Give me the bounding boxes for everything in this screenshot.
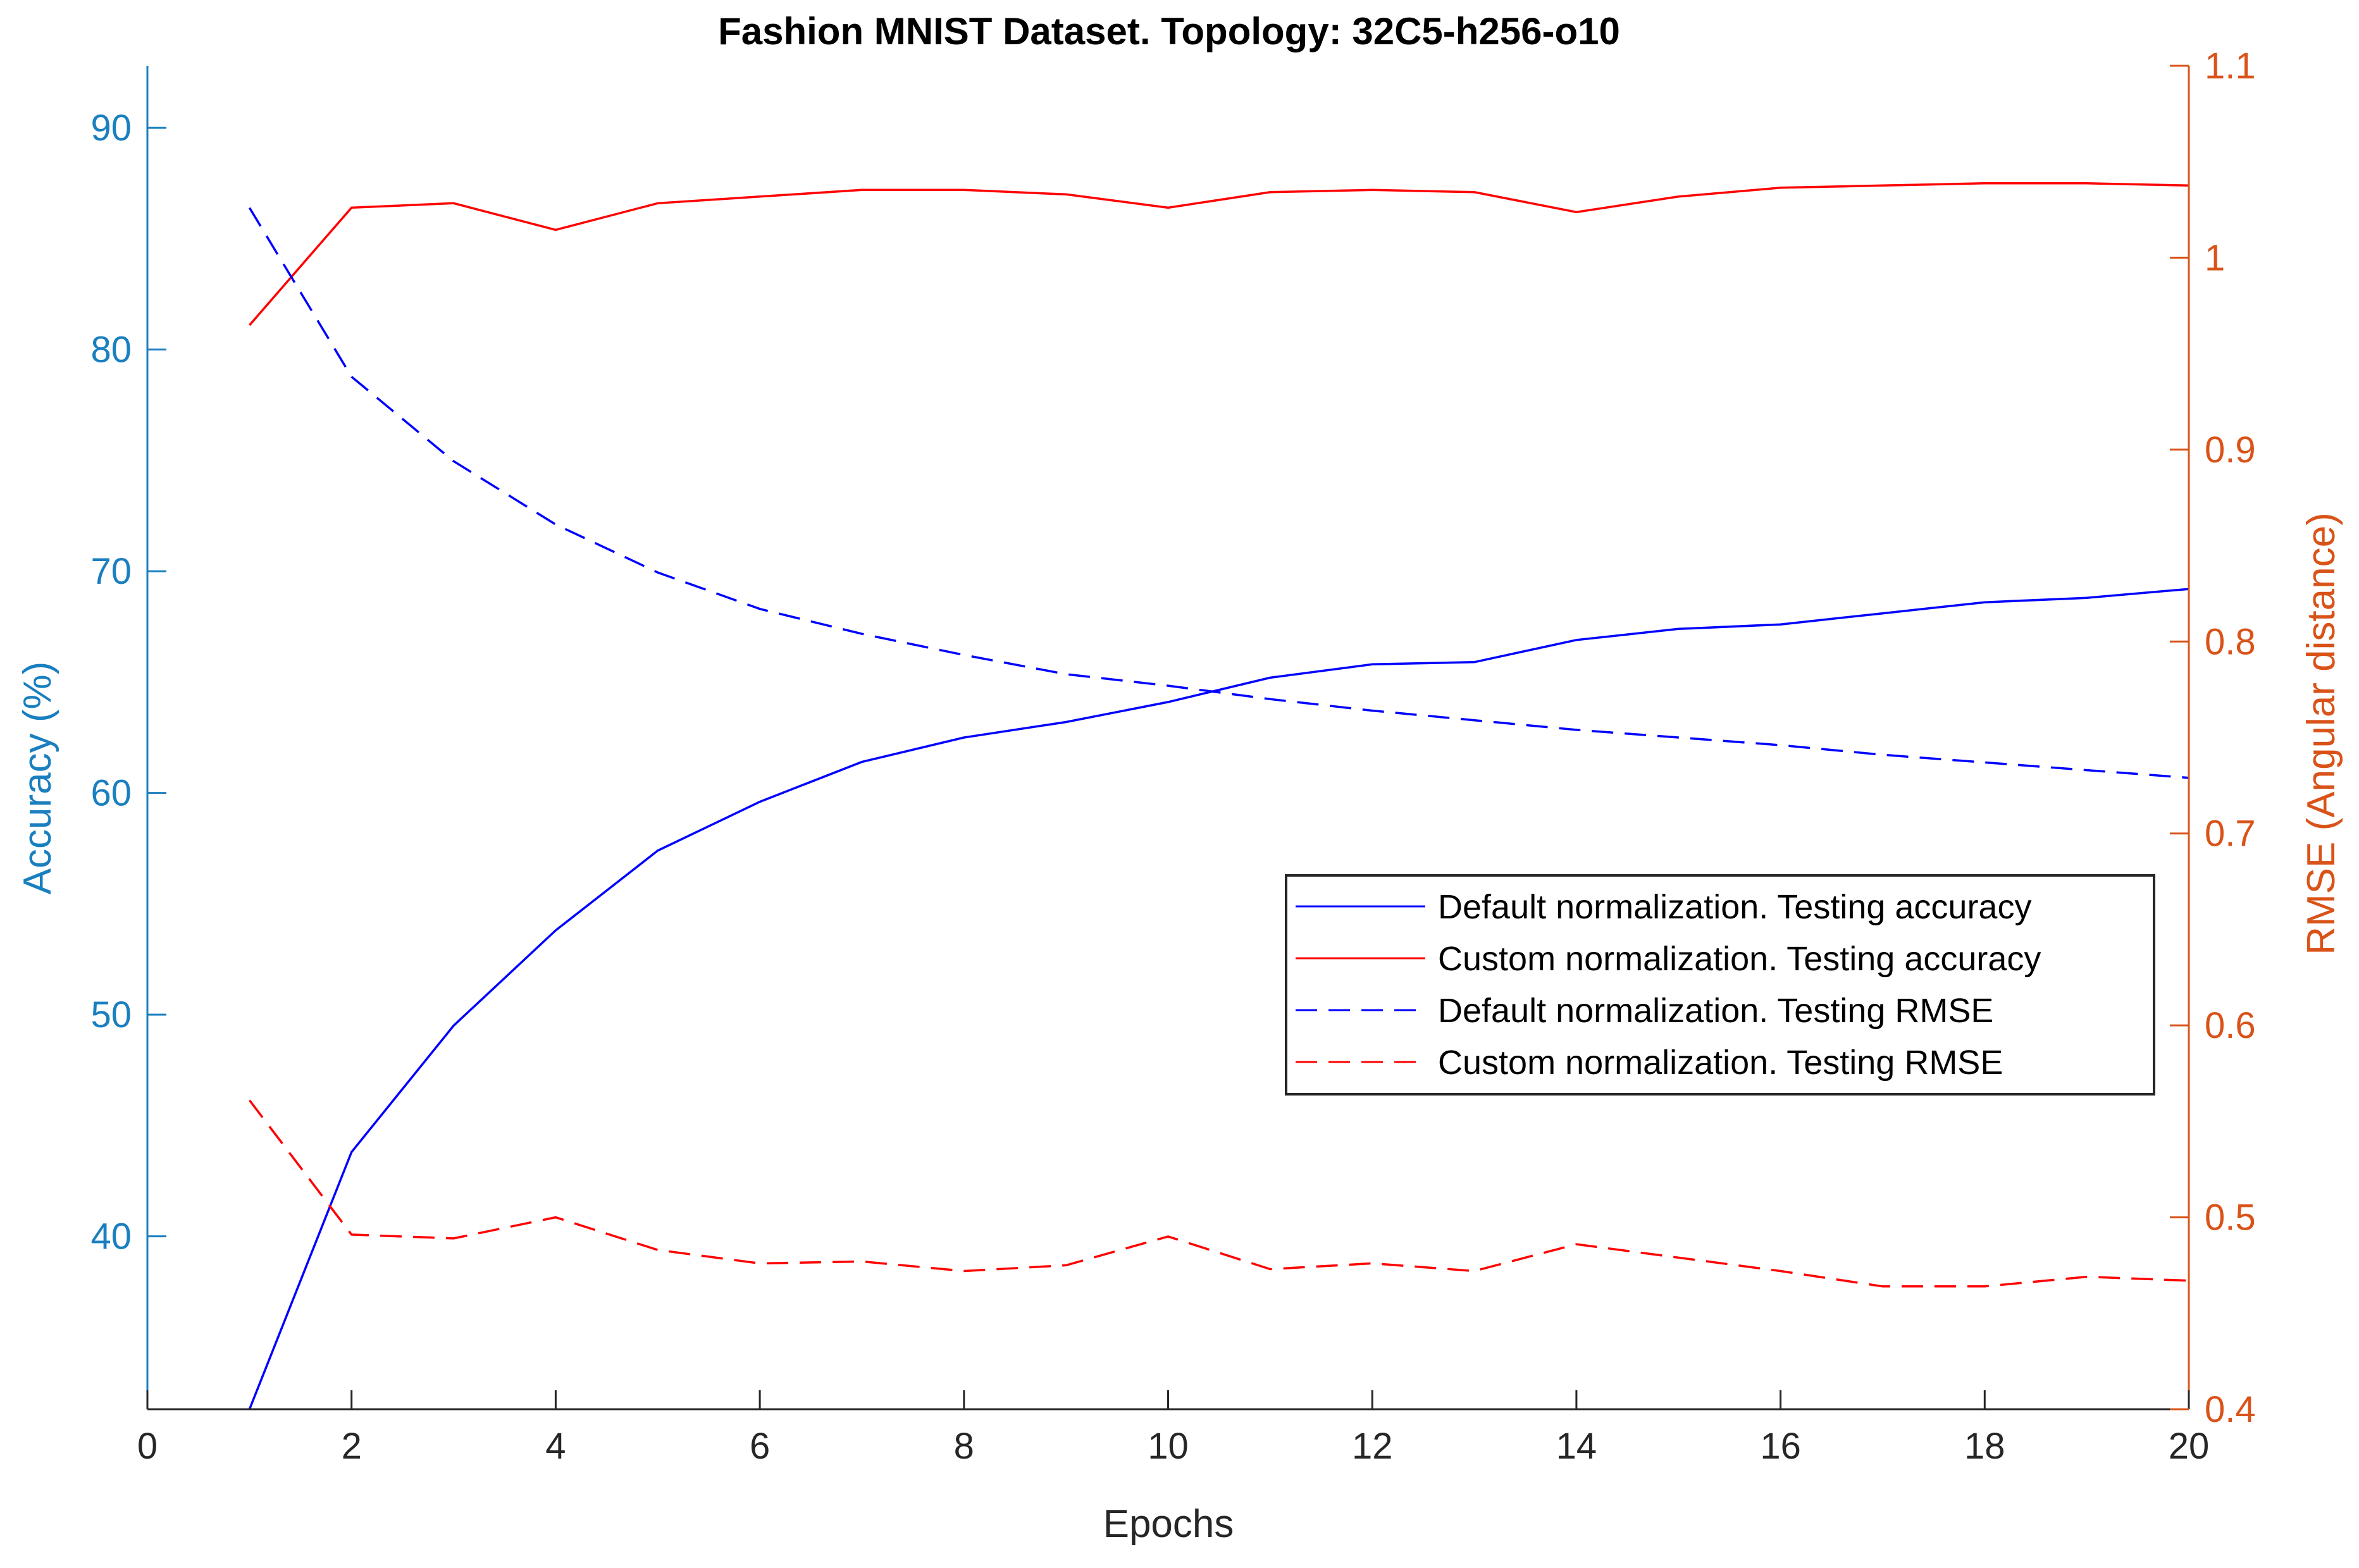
legend-box [1285, 874, 2155, 1096]
x-tick-label: 0 [137, 1426, 158, 1467]
legend: Default normalization. Testing accuracy … [1285, 874, 2155, 1096]
legend-label-default-accuracy: Default normalization. Testing accuracy [1438, 888, 2031, 926]
y-left-tick-label: 80 [90, 330, 132, 371]
legend-label-custom-accuracy: Custom normalization. Testing accuracy [1438, 940, 2041, 978]
y-left-tick-label: 60 [90, 773, 132, 814]
x-tick-label: 6 [750, 1426, 770, 1467]
x-tick-label: 4 [545, 1426, 566, 1467]
y-right-tick-label: 0.8 [2205, 621, 2256, 662]
x-axis-label: Epochs [1103, 1502, 1234, 1546]
x-tick-label: 16 [1760, 1426, 1801, 1467]
y-right-tick-label: 0.5 [2205, 1197, 2256, 1238]
x-tick-label: 12 [1352, 1426, 1393, 1467]
legend-label-custom-rmse: Custom normalization. Testing RMSE [1438, 1044, 2003, 1082]
y-right-tick-label: 1.1 [2205, 46, 2256, 87]
x-tick-label: 20 [2169, 1426, 2210, 1467]
y-left-tick-label: 90 [90, 108, 132, 149]
y-right-tick-label: 0.6 [2205, 1005, 2256, 1046]
y-left-tick-label: 40 [90, 1216, 132, 1257]
series-default-accuracy [248, 588, 2189, 1409]
legend-label-default-rmse: Default normalization. Testing RMSE [1438, 992, 1993, 1030]
x-tick-label: 14 [1556, 1426, 1597, 1467]
y-right-tick-label: 0.4 [2205, 1389, 2256, 1430]
y-right-tick-label: 1 [2205, 237, 2225, 278]
y-left-tick-label: 50 [90, 994, 132, 1035]
y-axis-left-label: Accuracy (%) [16, 662, 59, 895]
series-layer [248, 182, 2189, 1409]
x-tick-label: 2 [342, 1426, 362, 1467]
y-right-tick-label: 0.9 [2205, 429, 2256, 471]
axes-layer: 0 2 4 6 8 10 12 14 16 18 20 40 50 60 70 80 90 0.4 0.5 0.6 0.… [90, 46, 2255, 1467]
series-custom-accuracy [249, 182, 2189, 326]
chart-title: Fashion MNIST Dataset. Topology: 32C5-h2… [718, 10, 1620, 52]
y-axis-right-label: RMSE (Angular distance) [2300, 512, 2343, 955]
y-right-tick-label: 0.7 [2205, 813, 2256, 855]
series-default-rmse [248, 207, 2189, 779]
x-tick-label: 8 [954, 1426, 974, 1467]
x-tick-label: 18 [1964, 1426, 2005, 1467]
x-tick-label: 10 [1148, 1426, 1189, 1467]
y-left-tick-label: 70 [90, 551, 132, 592]
